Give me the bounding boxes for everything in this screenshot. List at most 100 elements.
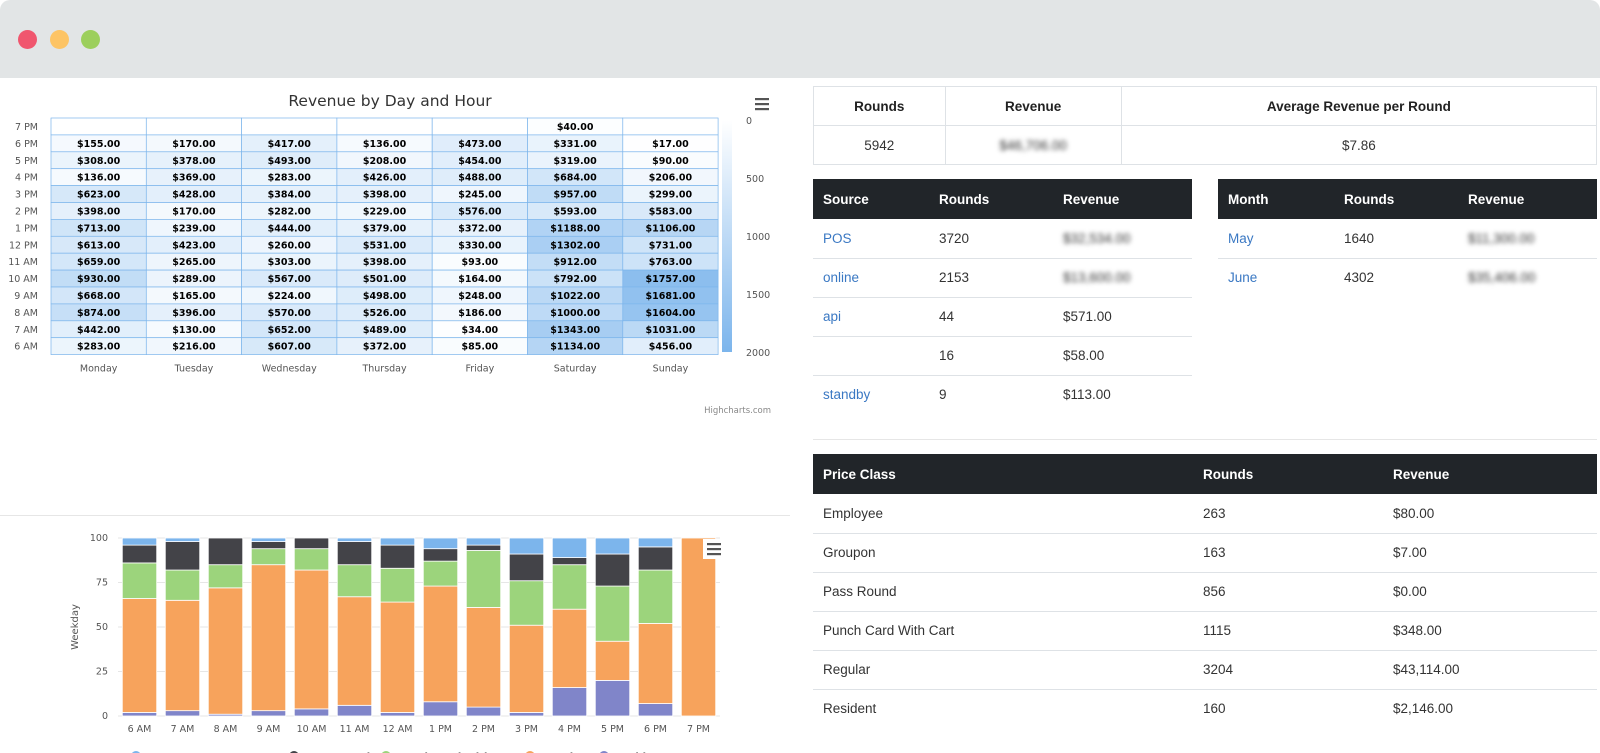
stacked-x-label: 12 AM xyxy=(383,724,413,735)
price-class-revenue: $348.00 xyxy=(1383,611,1597,651)
heatmap-cell xyxy=(336,117,433,136)
summary-revenue: $46,706.00 xyxy=(944,125,1122,165)
heatmap-cell-label: $1604.00 xyxy=(646,308,696,319)
month-table: Month Rounds Revenue May 1640 $11,300.00… xyxy=(1218,179,1597,297)
heatmap-color-axis-label: 0 xyxy=(746,116,752,127)
stacked-bar-segment xyxy=(594,640,631,681)
heatmap-menu-icon[interactable] xyxy=(751,94,773,114)
heatmap-cell-label: $164.00 xyxy=(458,274,502,285)
stacked-menu-icon-bar[interactable] xyxy=(707,548,721,551)
heatmap-cell-label: $282.00 xyxy=(268,207,312,218)
price-class-revenue: $0.00 xyxy=(1383,572,1597,612)
heatmap-color-axis-label: 1500 xyxy=(746,290,770,301)
table-row: online 2153 $13,600.00 xyxy=(813,258,1192,298)
stacked-bar-segment xyxy=(164,537,201,542)
heatmap-cell-label: $567.00 xyxy=(268,274,312,285)
stacked-y-label: Weekday xyxy=(70,604,81,650)
month-header-rounds: Rounds xyxy=(1334,179,1458,219)
heatmap-x-label: Thursday xyxy=(361,364,407,375)
stacked-bar-segment xyxy=(293,569,330,710)
source-link-online[interactable]: online xyxy=(823,270,860,285)
stacked-x-label: 4 PM xyxy=(558,724,581,735)
heatmap-cell-label: $1000.00 xyxy=(550,308,600,319)
source-rounds: 44 xyxy=(929,297,1053,337)
heatmap-cell-label: $1757.00 xyxy=(646,274,696,285)
stacked-menu-icon[interactable] xyxy=(703,539,725,559)
heatmap-cell-label: $583.00 xyxy=(649,207,693,218)
close-window-button[interactable] xyxy=(18,30,37,49)
stacked-y-tick: 0 xyxy=(102,711,108,722)
heatmap-cell-label: $260.00 xyxy=(268,240,312,251)
heatmap-cell-label: $426.00 xyxy=(363,173,407,184)
heatmap-y-label: 12 PM xyxy=(9,240,38,251)
heatmap-cell-label: $398.00 xyxy=(363,190,407,201)
stacked-menu-icon-bar[interactable] xyxy=(707,543,721,546)
stacked-bar-segment xyxy=(465,706,502,717)
source-rounds: 16 xyxy=(929,336,1053,376)
heatmap-cell xyxy=(241,117,338,136)
price-class-rounds: 856 xyxy=(1193,572,1383,612)
month-rounds: 4302 xyxy=(1344,270,1375,286)
price-class-revenue: $7.00 xyxy=(1383,533,1597,573)
stacked-x-label: 7 PM xyxy=(687,724,710,735)
stacked-bar-segment xyxy=(250,537,287,542)
heatmap-cell-label: $531.00 xyxy=(363,240,407,251)
heatmap-cell-label: $34.00 xyxy=(462,325,499,336)
heatmap-menu-icon-bar[interactable] xyxy=(755,103,769,106)
heatmap-cell-label: $1134.00 xyxy=(550,342,600,353)
month-link-june[interactable]: June xyxy=(1228,270,1258,286)
stacked-bar-segment xyxy=(594,553,631,587)
stacked-bar-segment xyxy=(379,544,416,569)
stacked-bar-segment xyxy=(164,569,201,601)
stacked-bar-chart: 0 25 50 75 100 Weekday 6 AM 7 AM 8 AM 9 AM 10 AM 11… xyxy=(70,533,725,753)
month-link-may[interactable]: May xyxy=(1228,230,1254,246)
heatmap-menu-icon-bar[interactable] xyxy=(755,108,769,111)
minimize-window-button[interactable] xyxy=(50,30,69,49)
heatmap-x-label: Tuesday xyxy=(174,364,214,375)
heatmap-cell-label: $912.00 xyxy=(554,257,598,268)
heatmap-cell-label: $283.00 xyxy=(268,173,312,184)
heatmap-cell-label: $623.00 xyxy=(77,190,121,201)
stacked-bar-segment xyxy=(336,704,373,717)
heatmap-y-label: 11 AM xyxy=(8,257,38,268)
heatmap-cell-label: $456.00 xyxy=(649,342,693,353)
summary-header-revenue: Revenue xyxy=(944,86,1122,126)
price-class-rounds: 263 xyxy=(1193,494,1383,534)
heatmap-y-label: 8 AM xyxy=(14,308,38,319)
price-class-revenue: $43,114.00 xyxy=(1383,650,1597,690)
price-class-name: Pass Round xyxy=(813,572,1193,612)
heatmap-cell-label: $398.00 xyxy=(77,207,121,218)
price-class-header-revenue: Revenue xyxy=(1383,454,1597,494)
stacked-menu-icon-bar[interactable] xyxy=(707,553,721,556)
source-link-pos[interactable]: POS xyxy=(823,230,852,246)
heatmap-menu-icon-bar[interactable] xyxy=(755,98,769,101)
stacked-bar-segment xyxy=(336,537,373,542)
stacked-bar-segment xyxy=(594,537,631,555)
heatmap-cell-label: $493.00 xyxy=(268,156,312,167)
heatmap-cell-label: $423.00 xyxy=(172,240,216,251)
heatmap-credit: Highcharts.com xyxy=(704,406,771,416)
stacked-bar-segment xyxy=(207,564,244,589)
source-header-rounds: Rounds xyxy=(929,179,1053,219)
stacked-bar-segment xyxy=(293,537,330,550)
source-link-api[interactable]: api xyxy=(823,309,842,324)
heatmap-cell-label: $613.00 xyxy=(77,240,121,251)
heatmap-cell-label: $299.00 xyxy=(649,190,693,201)
heatmap-cell-label: $330.00 xyxy=(458,240,502,251)
source-link-standby[interactable]: standby xyxy=(823,387,871,403)
table-row: Resident 160 $2,146.00 xyxy=(813,689,1597,728)
heatmap-cell-label: $155.00 xyxy=(77,139,121,150)
stacked-y-tick: 75 xyxy=(96,578,108,589)
table-row: Regular 3204 $43,114.00 xyxy=(813,650,1597,690)
heatmap-cell-label: $874.00 xyxy=(77,308,121,319)
stacked-x-label: 6 AM xyxy=(128,724,152,735)
heatmap-cell-label: $593.00 xyxy=(554,207,598,218)
stacked-bar-segment xyxy=(637,546,674,571)
heatmap-cell xyxy=(431,117,528,136)
heatmap-cell-label: $398.00 xyxy=(363,257,407,268)
heatmap-cell xyxy=(622,337,719,355)
heatmap-cell-label: $90.00 xyxy=(652,156,689,167)
price-class-header-name: Price Class xyxy=(813,454,1193,494)
heatmap-cell-label: $488.00 xyxy=(458,173,502,184)
maximize-window-button[interactable] xyxy=(81,30,100,49)
